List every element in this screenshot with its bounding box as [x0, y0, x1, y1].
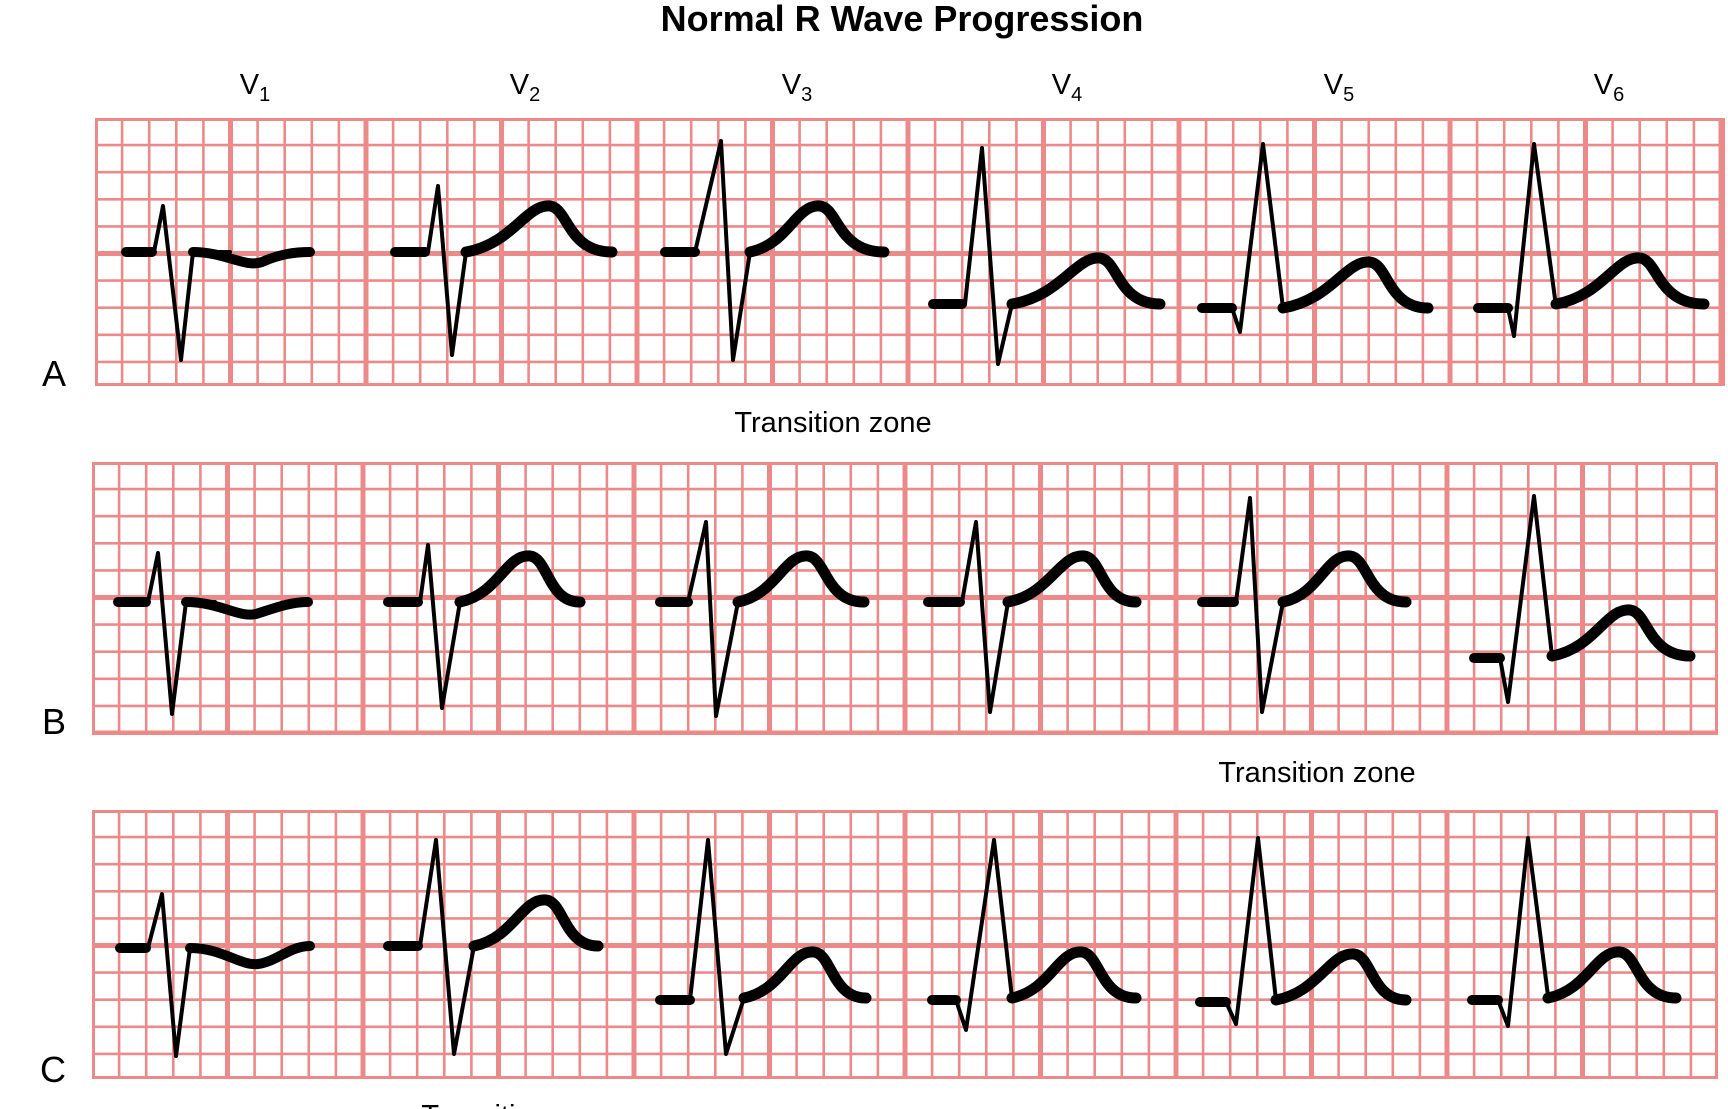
panel-c-transition-zone: Transition zone: [421, 1100, 618, 1109]
lead-label-v3: V3: [782, 69, 812, 106]
lead-label-v1: V1: [240, 69, 270, 106]
t-wave-v4: [1006, 946, 1142, 1004]
t-wave-v1: [115, 941, 315, 970]
lead-label-v6: V6: [1594, 69, 1624, 106]
panel-a: A Transition zone: [42, 118, 1725, 439]
panel-a-label: A: [42, 353, 66, 394]
lead-label-v4: V4: [1052, 69, 1082, 106]
t-wave-v4: [1002, 550, 1142, 608]
t-wave-v3: [738, 946, 872, 1004]
panel-a-traces: [121, 139, 1710, 366]
t-wave-v5: [1277, 256, 1434, 314]
t-wave-v1: [113, 597, 313, 620]
panel-a-transition-zone: Transition zone: [734, 407, 931, 439]
t-wave-v2: [454, 550, 586, 608]
panel-c: C Transition zone: [40, 810, 1718, 1109]
panel-c-label: C: [40, 1049, 66, 1090]
panel-b: B Transition zone: [42, 462, 1718, 789]
panel-c-traces: [115, 836, 1682, 1058]
t-wave-v2: [460, 200, 618, 258]
t-wave-v1: [121, 247, 315, 269]
t-wave-v5: [1270, 948, 1412, 1006]
t-wave-v5: [1277, 550, 1412, 608]
lead-label-v2: V2: [510, 69, 540, 106]
t-wave-v4: [1006, 252, 1166, 310]
t-wave-v6: [1550, 252, 1710, 310]
t-wave-v6: [1542, 946, 1682, 1004]
lead-label-v5: V5: [1324, 69, 1354, 106]
t-wave-v6: [1546, 604, 1696, 662]
panel-c-grid: [92, 810, 1718, 1079]
figure-title: Normal R Wave Progression: [661, 0, 1144, 39]
t-wave-v3: [744, 200, 890, 258]
panel-b-grid: [92, 462, 1718, 735]
panel-b-label: B: [42, 701, 66, 742]
lead-labels: V1 V2 V3 V4 V5 V6: [240, 69, 1624, 106]
panel-b-traces: [113, 494, 1696, 718]
t-wave-v3: [732, 550, 870, 608]
panel-a-grid: [95, 118, 1725, 386]
t-wave-v2: [468, 894, 604, 952]
panel-b-transition-zone: Transition zone: [1218, 757, 1415, 789]
